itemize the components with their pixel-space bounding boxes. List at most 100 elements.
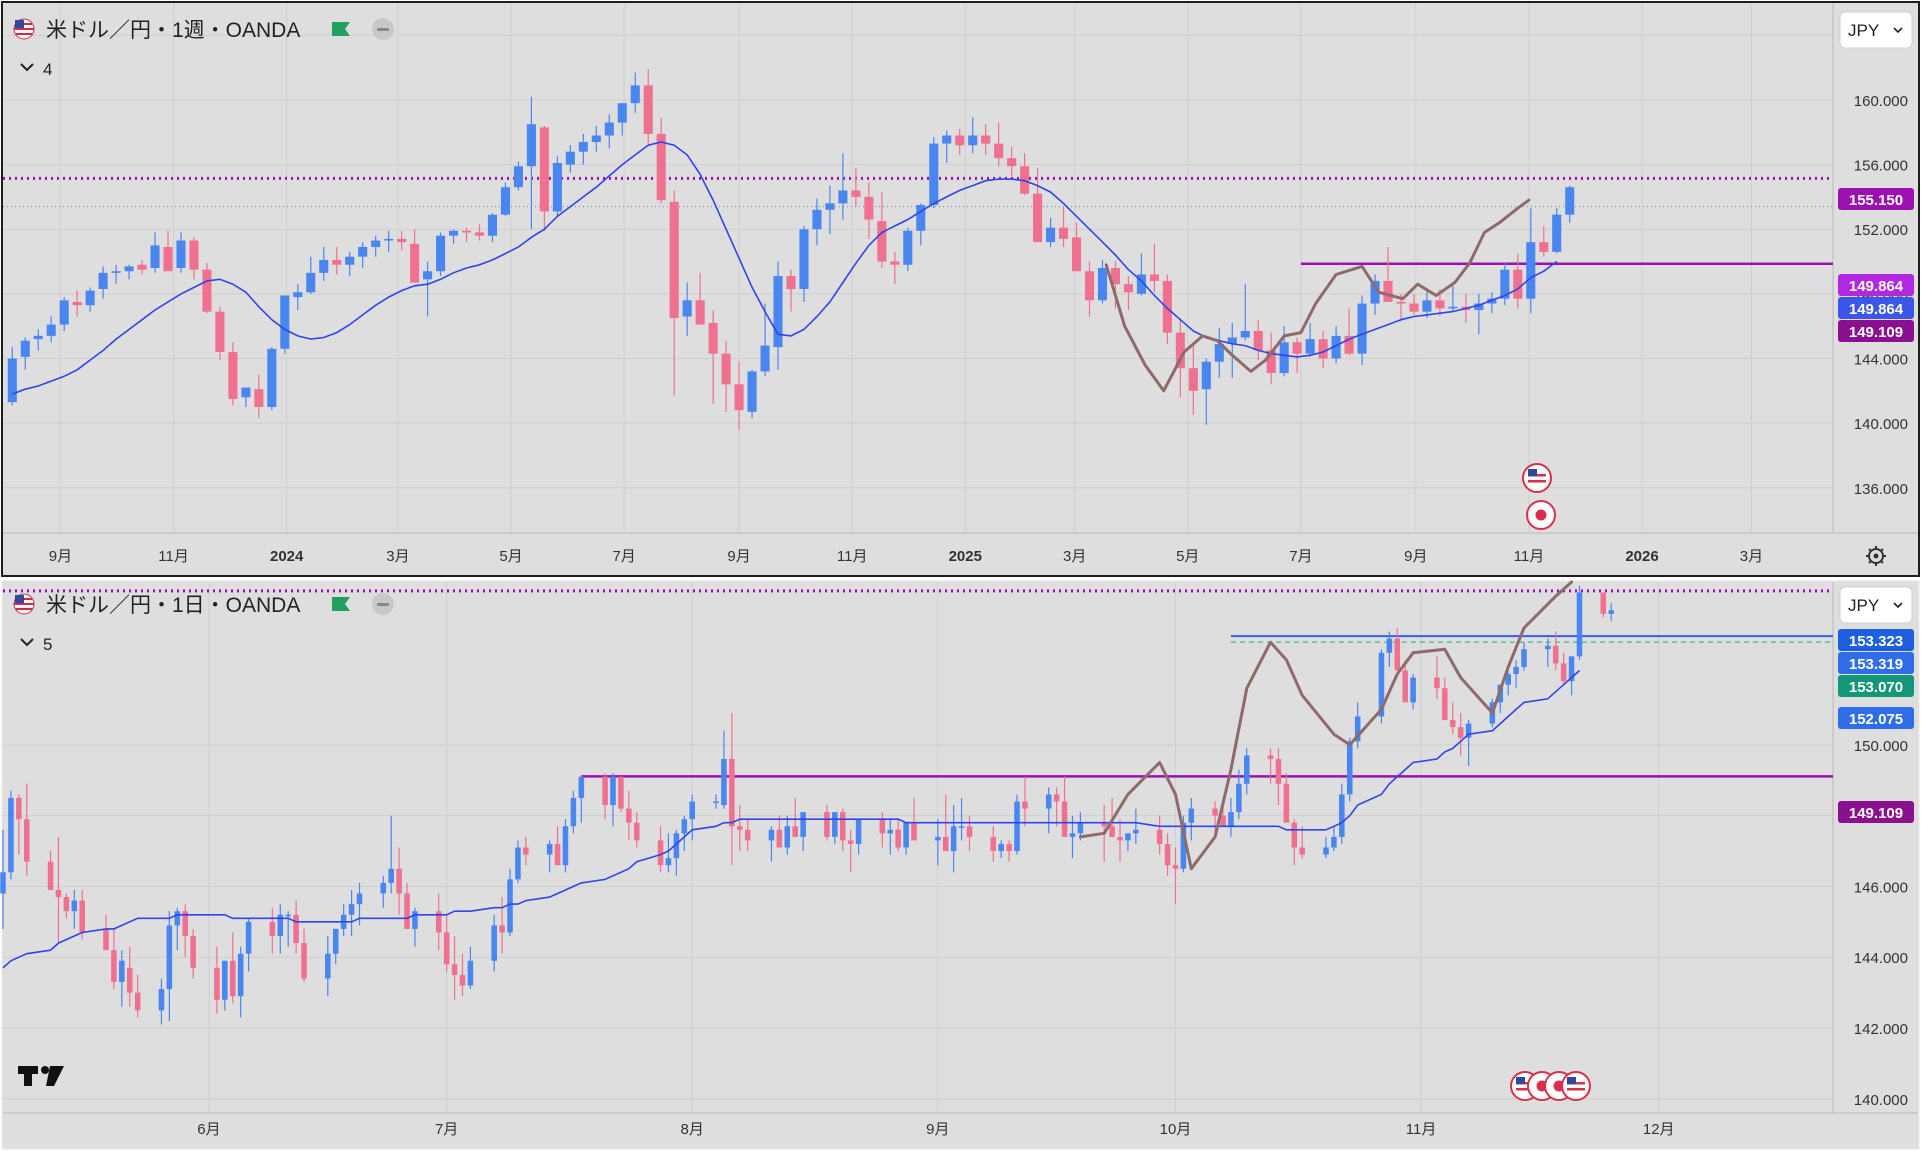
candle [673, 829, 680, 876]
weekly-symbol-header[interactable]: 米ドル／円・1週・OANDA [13, 18, 394, 42]
candle-body [47, 861, 54, 890]
candle [523, 836, 529, 866]
candle-body [451, 964, 458, 975]
candle [46, 316, 56, 343]
candle [1545, 638, 1551, 667]
candle [1156, 815, 1163, 855]
us-flag-icon [13, 593, 35, 615]
candle [397, 230, 407, 251]
candle-body [1608, 610, 1614, 614]
candle-body [578, 141, 588, 152]
candle [0, 829, 6, 929]
collapse-toggle[interactable]: 4 [20, 60, 52, 79]
candle [1409, 293, 1419, 315]
minus-button[interactable] [372, 593, 394, 615]
candle [1344, 308, 1354, 356]
candle-body [591, 135, 601, 142]
wave-pattern-line [1078, 580, 1574, 871]
candle [293, 900, 299, 954]
candle-body [681, 819, 688, 834]
candle-body [98, 272, 108, 290]
minus-button[interactable] [372, 18, 394, 40]
candle-body [689, 801, 695, 820]
time-axis-label: 2025 [949, 548, 982, 565]
jp-flag-icon[interactable] [1526, 500, 1556, 530]
candle-body [1386, 638, 1393, 653]
us-stripe [1567, 1088, 1585, 1091]
candle [1402, 659, 1408, 703]
candle-body [546, 843, 553, 855]
candle-body [1346, 741, 1353, 795]
candle [942, 130, 952, 163]
candle-body [630, 85, 640, 104]
candle [222, 960, 228, 1011]
candle [1071, 222, 1082, 272]
candle [436, 232, 446, 277]
flag-marker-icon[interactable] [332, 597, 350, 611]
daily-symbol-header[interactable]: 米ドル／円・1日・OANDA [13, 593, 394, 617]
candle-body [174, 911, 181, 926]
candle-body [1448, 306, 1458, 309]
candle [1346, 737, 1353, 802]
candle-body [1505, 674, 1511, 685]
candle [1305, 322, 1315, 357]
candle-body [1227, 337, 1237, 344]
candle-body [895, 829, 901, 848]
candle [124, 264, 134, 280]
candle [610, 773, 616, 827]
candle [839, 808, 846, 852]
price-badge: 153.070 [1838, 675, 1914, 697]
candle-body [1500, 269, 1510, 299]
candle-body [526, 124, 536, 167]
candle [182, 904, 188, 958]
settings-gear-icon[interactable] [1866, 546, 1886, 566]
candle-body [1513, 666, 1519, 675]
candle-body [903, 822, 909, 848]
time-axis-label: 9月 [727, 548, 750, 565]
currency-button[interactable]: JPY [1839, 11, 1913, 49]
us-flag-icon[interactable] [1522, 463, 1552, 493]
candle [1323, 836, 1329, 859]
candle-body [1378, 652, 1385, 717]
candle [1253, 319, 1263, 361]
candle [887, 819, 894, 855]
candle [507, 868, 513, 936]
candle [119, 950, 125, 1007]
candle-body [423, 271, 433, 280]
candle-body [552, 162, 562, 212]
candle-body [1305, 339, 1315, 354]
candle [1331, 826, 1337, 852]
candle [1442, 677, 1448, 721]
tradingview-logo [18, 1066, 64, 1086]
candle [459, 953, 466, 997]
candle [1560, 652, 1567, 685]
us-flag-icon[interactable] [1561, 1071, 1591, 1101]
candle [371, 235, 381, 257]
daily-events[interactable] [1510, 1071, 1591, 1101]
time-axis-label: 8月 [681, 1121, 704, 1138]
candle [1291, 819, 1298, 866]
candle-body [1402, 670, 1408, 703]
candle-body [1136, 274, 1146, 294]
time-axis-label: 11月 [1406, 1121, 1437, 1138]
candle-body [301, 943, 307, 979]
candle-body [348, 904, 355, 915]
weekly-events[interactable] [1522, 463, 1556, 530]
flag-marker-icon[interactable] [332, 22, 350, 36]
candle [669, 190, 679, 396]
candle-body [1164, 843, 1171, 866]
price-badge-bg [1838, 320, 1914, 342]
time-axis-label: 11月 [837, 548, 868, 565]
collapse-toggle[interactable]: 5 [20, 635, 52, 654]
candle [1513, 659, 1519, 689]
candle-body [436, 235, 446, 272]
candle [721, 340, 731, 412]
candle-body [1007, 158, 1017, 167]
candle-body [1339, 794, 1345, 837]
candle-body [126, 967, 133, 993]
currency-button[interactable]: JPY [1839, 586, 1913, 624]
candle [633, 812, 640, 848]
time-axis-label: 2024 [270, 548, 304, 565]
candle [825, 185, 835, 235]
